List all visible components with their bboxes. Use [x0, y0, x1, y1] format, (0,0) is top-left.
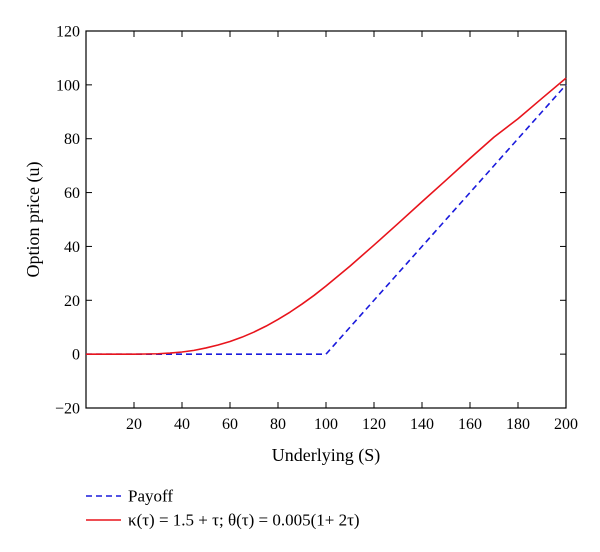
y-axis-label: Option price (u) — [23, 162, 44, 278]
x-tick-label: 40 — [174, 416, 190, 433]
legend: Payoff κ(τ) = 1.5 + τ; θ(τ) = 0.005(1+ 2… — [86, 487, 360, 530]
x-tick-label: 140 — [410, 416, 434, 433]
x-tick-label: 120 — [362, 416, 386, 433]
axis-ticks — [86, 30, 567, 409]
x-tick-label: 160 — [458, 416, 482, 433]
y-tick-label: 60 — [64, 185, 80, 202]
y-tick-label: 80 — [64, 131, 80, 148]
y-tick-labels: −20 0 20 40 60 80 100 120 — [55, 24, 80, 418]
y-tick-label: 100 — [56, 77, 80, 94]
series-lines — [86, 77, 567, 355]
x-tick-label: 60 — [222, 416, 238, 433]
x-tick-label: 180 — [506, 416, 530, 433]
payoff-line — [86, 84, 567, 355]
y-tick-label: 40 — [64, 239, 80, 256]
x-tick-label: 80 — [270, 416, 286, 433]
y-tick-label: 20 — [64, 293, 80, 310]
x-tick-label: 20 — [126, 416, 142, 433]
y-tick-label: 0 — [72, 347, 80, 364]
legend-label-model: κ(τ) = 1.5 + τ; θ(τ) = 0.005(1+ 2τ) — [128, 511, 360, 530]
model-price-line — [86, 77, 567, 355]
x-tick-label: 100 — [314, 416, 338, 433]
x-axis-label: Underlying (S) — [272, 445, 380, 466]
y-tick-label: −20 — [55, 401, 80, 418]
plot-area-frame — [85, 30, 567, 409]
x-tick-label: 200 — [554, 416, 578, 433]
legend-label-payoff: Payoff — [128, 487, 173, 506]
x-tick-labels: 20 40 60 80 100 120 140 160 180 200 — [126, 416, 578, 433]
y-tick-label: 120 — [56, 24, 80, 41]
